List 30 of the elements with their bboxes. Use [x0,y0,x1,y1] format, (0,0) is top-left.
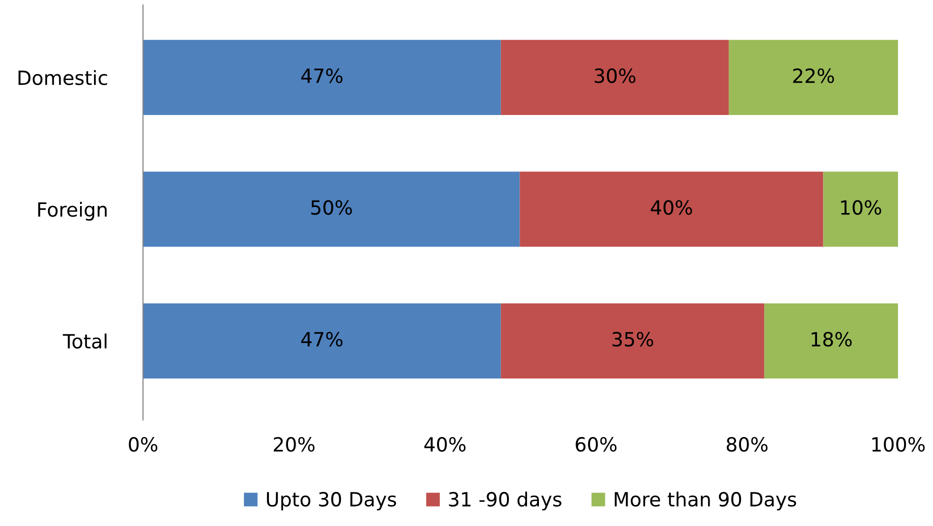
data-label: 18% [812,332,852,347]
bar [728,40,898,116]
data-label: 40% [650,200,692,215]
x-tick-label: 80% [726,437,768,452]
bar [500,303,764,378]
y-tick-label: Foreign [38,202,107,221]
legend-label: Upto 30 Days [266,492,396,510]
y-tick-label: Domestic [18,70,108,86]
x-tick-label: 40% [424,437,466,452]
data-label: 22% [793,68,834,84]
x-tick-label: 60% [576,437,617,452]
data-label: 30% [594,68,636,84]
bar [520,172,824,247]
legend-label: 31 -90 days [449,492,562,510]
bar [143,40,501,116]
y-tick-label: Total [62,334,106,349]
bar [143,303,501,378]
bar [143,172,520,247]
data-label: 47% [301,332,342,347]
data-label: 35% [612,332,654,347]
legend-label: More than 90 Days [614,492,796,510]
x-tick-label: 100% [872,437,925,452]
data-label: 50% [311,200,352,215]
data-label: 10% [841,200,882,215]
bar [764,303,898,378]
x-tick-label: 0% [128,437,158,452]
bar [500,40,729,116]
data-label: 47% [301,68,342,84]
bar [823,172,898,247]
x-tick-label: 20% [274,437,315,452]
